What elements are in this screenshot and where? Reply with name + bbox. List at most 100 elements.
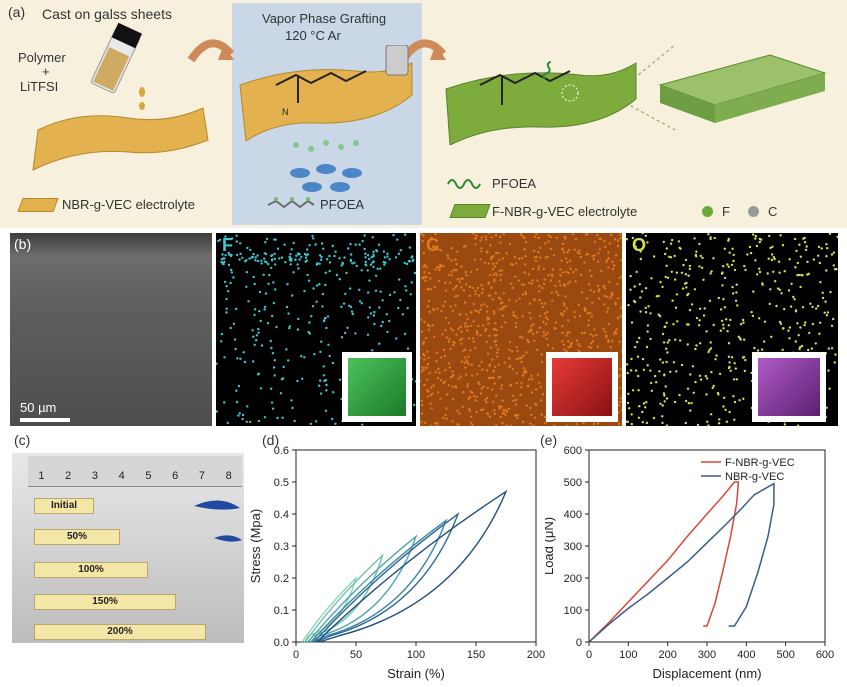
eds-dot: [260, 259, 263, 262]
eds-dot: [540, 353, 543, 356]
eds-dot: [727, 342, 731, 345]
y-tick-label: 0.3: [274, 541, 289, 553]
eds-dot: [238, 258, 241, 261]
eds-dot: [693, 237, 696, 240]
eds-dot: [756, 349, 760, 352]
eds-dot: [320, 255, 323, 259]
eds-dot: [819, 321, 822, 324]
eds-dot: [607, 266, 610, 269]
eds-dot: [626, 420, 629, 424]
eds-dot: [546, 344, 550, 347]
eds-dot: [479, 308, 482, 311]
eds-dot: [450, 247, 454, 250]
eds-dot: [436, 421, 439, 425]
eds-dot: [603, 294, 606, 298]
eds-dot: [626, 401, 630, 405]
eds-dot: [264, 241, 267, 244]
eds-dot: [406, 347, 410, 350]
eds-dot: [687, 292, 690, 295]
eds-dot: [515, 322, 518, 325]
eds-dot: [464, 366, 467, 369]
eds-dot: [783, 307, 786, 311]
eds-dot: [603, 240, 606, 243]
eds-dot: [350, 253, 353, 256]
eds-dot: [487, 262, 490, 265]
eds-dot: [724, 408, 727, 411]
eds-dot: [756, 273, 759, 276]
eds-dot: [498, 407, 501, 410]
eds-dot: [428, 325, 431, 328]
eds-dot: [567, 319, 570, 322]
eds-dot: [586, 312, 589, 315]
eds-dot: [467, 355, 470, 358]
eds-dot: [438, 268, 441, 272]
eds-dot: [520, 232, 523, 236]
eds-dot: [327, 343, 330, 346]
eds-dot: [257, 419, 261, 423]
eds-dot: [279, 392, 283, 395]
pfoea-wave-icon: [447, 179, 481, 189]
cube-inset-o: [752, 352, 826, 422]
eds-dot: [270, 346, 273, 350]
eds-dot: [298, 258, 301, 261]
eds-dot: [690, 401, 693, 405]
eds-dot: [562, 343, 565, 346]
eds-dot: [524, 369, 527, 372]
eds-dot: [576, 251, 579, 254]
eds-dot: [618, 276, 621, 280]
eds-dot: [346, 326, 349, 329]
eds-dot: [586, 253, 590, 256]
eds-dot: [420, 370, 423, 373]
eds-dot: [518, 297, 521, 300]
eds-dot: [695, 250, 698, 253]
eds-dot: [530, 374, 533, 377]
eds-dot: [423, 271, 426, 274]
eds-dot: [665, 247, 668, 250]
eds-dot: [300, 354, 303, 358]
eds-dot: [694, 380, 697, 384]
eds-dot: [659, 358, 662, 361]
eds-dot: [532, 332, 535, 336]
eds-dot: [541, 305, 545, 309]
eds-dot: [535, 348, 539, 351]
eds-dot: [463, 361, 466, 364]
eds-dot: [467, 363, 470, 366]
eds-dot: [484, 327, 488, 331]
eds-dot: [252, 252, 255, 256]
eds-dot: [538, 326, 542, 329]
eds-dot: [568, 280, 572, 283]
eds-dot: [788, 258, 791, 261]
eds-dot: [830, 253, 834, 256]
eds-dot: [232, 276, 235, 279]
eds-dot: [783, 423, 787, 426]
nbr-film-left: [32, 107, 209, 171]
eds-dot: [454, 304, 457, 307]
eds-dot: [794, 309, 798, 312]
eds-dot: [378, 342, 381, 345]
eds-dot: [492, 328, 495, 331]
plus-label: +: [42, 64, 50, 79]
eds-dot: [429, 277, 432, 280]
eds-dot: [263, 257, 266, 260]
eds-dot: [235, 307, 238, 311]
eds-dot: [490, 236, 494, 239]
eds-dot: [567, 340, 570, 343]
eds-dot: [259, 387, 263, 390]
eds-dot: [422, 234, 425, 237]
eds-dot: [290, 399, 293, 402]
y-tick-label: 0.2: [274, 573, 289, 585]
eds-dot: [388, 258, 391, 261]
eds-dot: [568, 331, 571, 334]
eds-dot: [630, 413, 633, 416]
eds-dot: [455, 333, 458, 336]
eds-dot: [522, 354, 525, 357]
eds-dot: [561, 340, 564, 343]
eds-dot: [429, 402, 432, 405]
eds-dot: [220, 332, 224, 336]
eds-dot: [474, 243, 477, 246]
eds-dot: [529, 317, 532, 320]
eds-dot: [569, 267, 572, 270]
eds-dot: [271, 258, 274, 261]
eds-dot: [665, 424, 669, 427]
eds-dot: [470, 324, 473, 327]
